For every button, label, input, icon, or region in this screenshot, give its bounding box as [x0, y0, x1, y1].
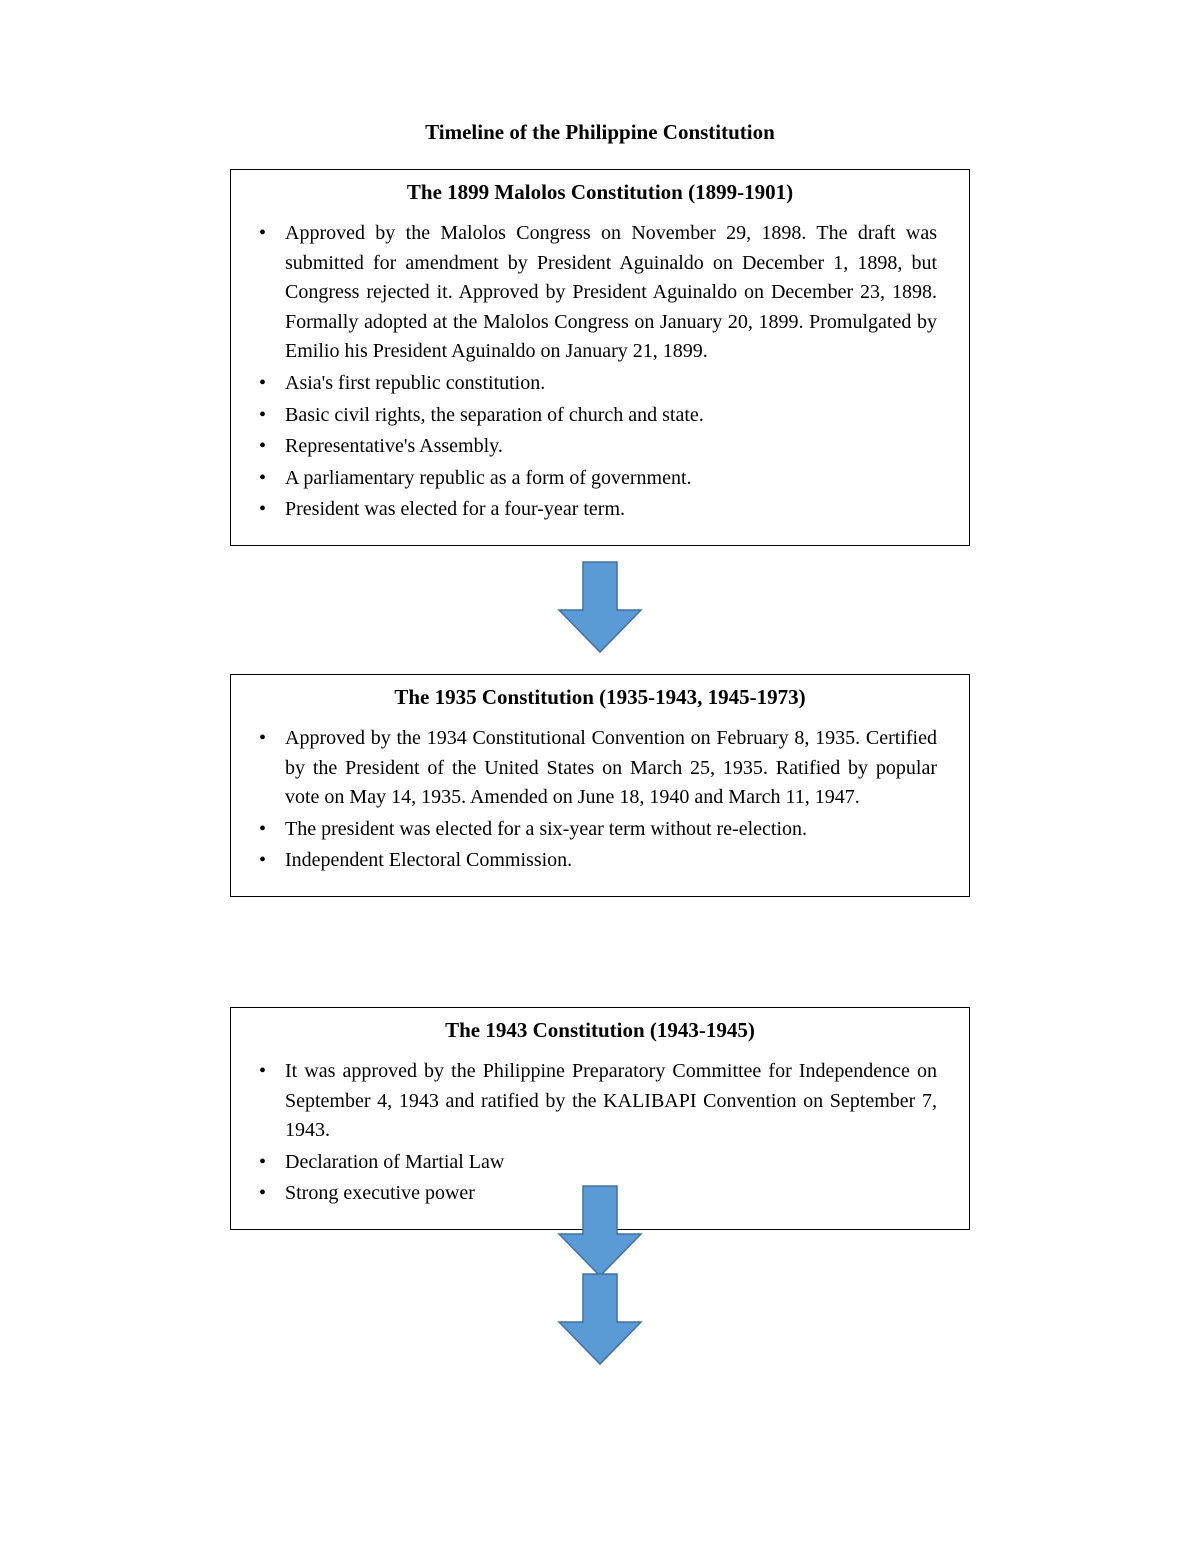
- bullet-item: Asia's first republic constitution.: [285, 369, 941, 399]
- page-title: Timeline of the Philippine Constitution: [230, 120, 970, 145]
- arrow-path: [559, 562, 641, 652]
- bullet-item: A parliamentary republic as a form of go…: [285, 464, 941, 494]
- vertical-spacer: [230, 897, 970, 1007]
- arrow-path: [559, 1274, 641, 1364]
- box-heading: The 1899 Malolos Constitution (1899-1901…: [259, 180, 941, 205]
- bullet-item: Representative's Assembly.: [285, 432, 941, 462]
- bullet-item: Declaration of Martial Law: [285, 1148, 941, 1178]
- bullet-item: The president was elected for a six-year…: [285, 815, 941, 845]
- arrow-connector: [230, 560, 970, 656]
- timeline-box-1935: The 1935 Constitution (1935-1943, 1945-1…: [230, 674, 970, 897]
- bullet-item: Approved by the 1934 Constitutional Conv…: [285, 724, 941, 813]
- bullet-list: It was approved by the Philippine Prepar…: [259, 1057, 941, 1209]
- bullet-item: Basic civil rights, the separation of ch…: [285, 401, 941, 431]
- bullet-item: Strong executive power: [285, 1179, 941, 1209]
- box-heading: The 1943 Constitution (1943-1945): [259, 1018, 941, 1043]
- arrow-down-icon: [555, 560, 645, 656]
- timeline-box-1943: The 1943 Constitution (1943-1945) It was…: [230, 1007, 970, 1230]
- timeline-box-1899: The 1899 Malolos Constitution (1899-1901…: [230, 169, 970, 546]
- bullet-item: It was approved by the Philippine Prepar…: [285, 1057, 941, 1146]
- box-heading: The 1935 Constitution (1935-1943, 1945-1…: [259, 685, 941, 710]
- arrow-down-icon: [555, 1272, 645, 1368]
- bullet-item: Independent Electoral Commission.: [285, 846, 941, 876]
- bullet-item: President was elected for a four-year te…: [285, 495, 941, 525]
- bullet-list: Approved by the 1934 Constitutional Conv…: [259, 724, 941, 876]
- arrow-connector-stacked: [230, 1184, 970, 1368]
- bullet-item: Approved by the Malolos Congress on Nove…: [285, 219, 941, 367]
- bullet-list: Approved by the Malolos Congress on Nove…: [259, 219, 941, 525]
